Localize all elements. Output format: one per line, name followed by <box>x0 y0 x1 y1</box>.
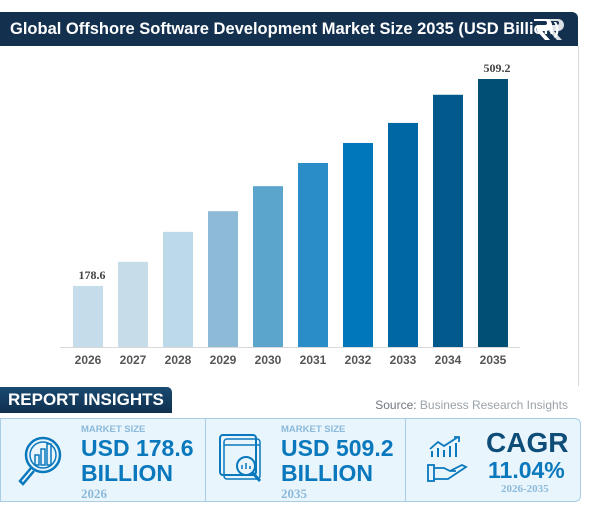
bar-2030 <box>253 186 283 347</box>
magnifier-chart-icon <box>18 436 62 486</box>
bar-2033 <box>388 122 418 347</box>
cagr-period: 2026-2035 <box>501 483 549 495</box>
insight-market-size-2026: MARKET SIZE USD 178.6 BILLION 2026 <box>1 419 205 501</box>
bar-2029 <box>208 211 238 347</box>
cagr-value: 11.04% <box>488 457 565 483</box>
x-tick-label: 2026 <box>75 353 102 367</box>
cagr-label: CAGR <box>486 427 569 458</box>
chart-title: Global Offshore Software Development Mar… <box>10 20 560 38</box>
bar-2028 <box>163 231 193 347</box>
bar-2031 <box>298 162 328 347</box>
chart-panel <box>0 46 579 386</box>
x-tick-label: 2035 <box>480 353 507 367</box>
insight-market-size-2035: MARKET SIZE USD 509.2 BILLION 2035 <box>206 419 405 501</box>
insight-value: USD 509.2 <box>281 435 394 461</box>
x-tick-label: 2032 <box>345 353 372 367</box>
x-tick-label: 2029 <box>210 353 237 367</box>
report-analysis-icon <box>219 434 262 482</box>
insight-label: MARKET SIZE <box>281 424 346 435</box>
insight-unit: BILLION <box>281 460 373 486</box>
report-insights-heading: REPORT INSIGHTS <box>0 387 172 413</box>
growth-hand-icon <box>427 436 468 482</box>
divider <box>205 419 206 501</box>
insight-year: 2035 <box>281 486 307 501</box>
x-tick-label: 2027 <box>120 353 147 367</box>
insight-value: USD 178.6 <box>81 435 194 461</box>
source-note: Source: Business Research Insights <box>375 398 568 412</box>
cagr-heading: CAGR <box>486 427 568 459</box>
source-label: Source: <box>375 398 417 412</box>
bar-2027 <box>118 261 148 347</box>
source-name: Business Research Insights <box>419 398 568 412</box>
insight-label: MARKET SIZE <box>81 424 146 435</box>
bar-chart: 2026 178.6 2027 2028 2029 2030 2031 2032 2033 203… <box>60 61 520 367</box>
x-tick-label: 2034 <box>435 353 462 367</box>
data-label: 178.6 <box>79 268 106 282</box>
insight-cagr: CAGR 11.04% 2026-2035 <box>406 419 581 501</box>
insights-box: MARKET SIZE USD 178.6 BILLION 2026 MARKE… <box>0 418 581 502</box>
x-tick-label: 2031 <box>300 353 327 367</box>
insight-year: 2026 <box>81 486 107 501</box>
bar-2026 <box>73 285 103 347</box>
bar-2035 <box>478 79 508 347</box>
x-tick-label: 2033 <box>390 353 417 367</box>
x-tick-label: 2030 <box>255 353 282 367</box>
brand-logo-icon <box>534 19 564 40</box>
bar-2032 <box>343 142 373 347</box>
insight-unit: BILLION <box>81 460 173 486</box>
bar-2034 <box>433 94 463 347</box>
divider <box>405 419 406 501</box>
chart-title-bar: Global Offshore Software Development Mar… <box>0 12 578 46</box>
x-tick-label: 2028 <box>165 353 192 367</box>
data-label: 509.2 <box>484 61 511 75</box>
